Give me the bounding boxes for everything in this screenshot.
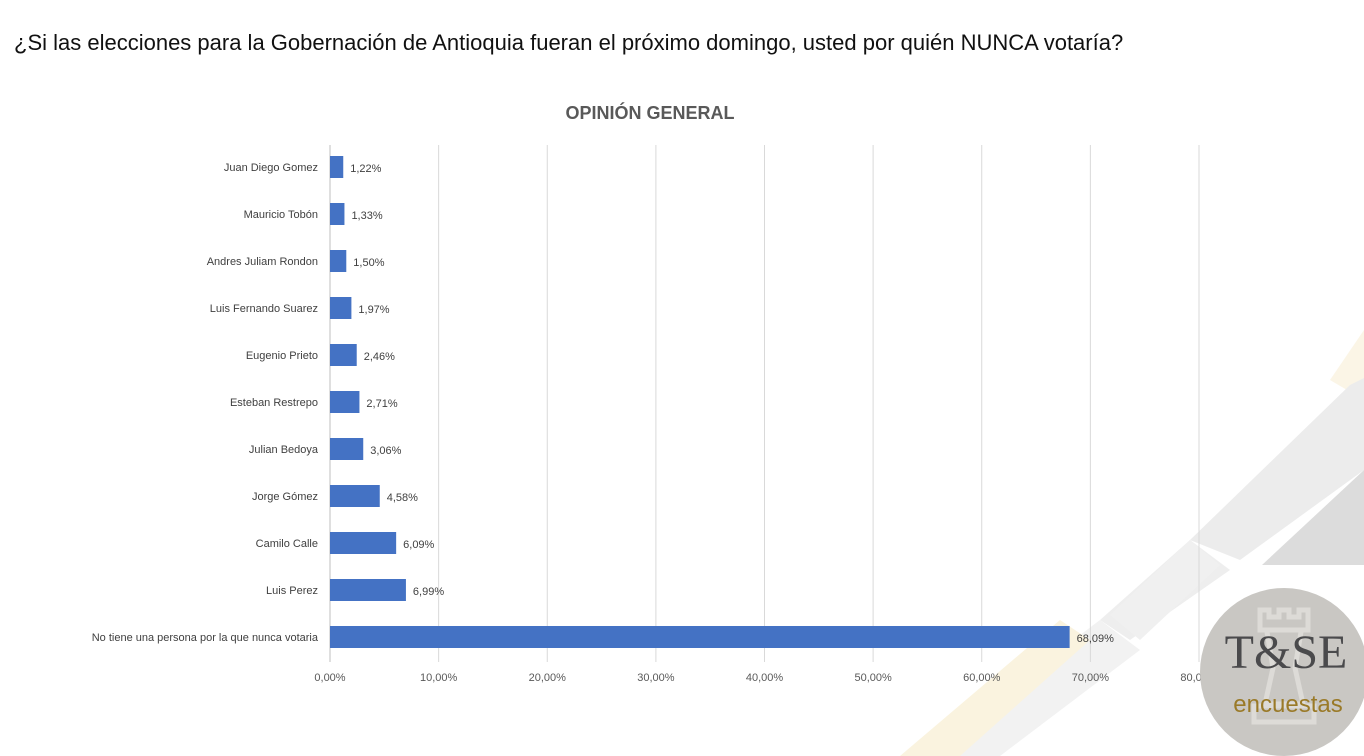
bar bbox=[330, 344, 357, 366]
data-label: 3,06% bbox=[370, 445, 401, 457]
category-label: No tiene una persona por la que nunca vo… bbox=[92, 632, 319, 644]
rook-icon bbox=[1251, 607, 1317, 725]
category-label: Esteban Restrepo bbox=[230, 397, 318, 409]
data-label: 2,46% bbox=[364, 351, 395, 363]
x-tick-label: 0,00% bbox=[314, 672, 345, 684]
category-label: Juan Diego Gomez bbox=[224, 162, 318, 174]
data-label: 4,58% bbox=[387, 492, 418, 504]
x-tick-label: 70,00% bbox=[1072, 672, 1110, 684]
data-label: 68,09% bbox=[1077, 633, 1115, 645]
chart-title: OPINIÓN GENERAL bbox=[565, 102, 734, 123]
bar bbox=[330, 532, 397, 554]
logo: T&SE encuestas bbox=[1200, 588, 1364, 756]
logo-sub-text: encuestas bbox=[1233, 691, 1342, 718]
category-label: Jorge Gómez bbox=[252, 491, 318, 503]
x-tick-label: 50,00% bbox=[854, 672, 892, 684]
bar bbox=[330, 485, 380, 507]
data-label: 1,33% bbox=[351, 210, 382, 222]
logo-main-text: T&SE bbox=[1225, 626, 1348, 679]
category-label: Luis Fernando Suarez bbox=[210, 303, 318, 315]
data-label: 1,50% bbox=[353, 257, 384, 269]
bar bbox=[330, 297, 352, 319]
x-tick-label: 10,00% bbox=[420, 672, 458, 684]
category-label: Camilo Calle bbox=[256, 538, 318, 550]
bar bbox=[330, 579, 406, 601]
category-label: Andres Juliam Rondon bbox=[207, 256, 318, 268]
x-tick-label: 20,00% bbox=[529, 672, 567, 684]
bar bbox=[330, 626, 1070, 648]
category-label: Luis Perez bbox=[266, 585, 318, 597]
bar bbox=[330, 156, 344, 178]
category-label: Mauricio Tobón bbox=[244, 209, 318, 221]
category-label: Eugenio Prieto bbox=[246, 350, 318, 362]
bar bbox=[330, 391, 360, 413]
data-label: 1,22% bbox=[350, 163, 381, 175]
x-tick-label: 60,00% bbox=[963, 672, 1001, 684]
x-tick-label: 40,00% bbox=[746, 672, 784, 684]
data-label: 2,71% bbox=[366, 398, 397, 410]
data-label: 6,09% bbox=[403, 539, 434, 551]
bar bbox=[330, 203, 345, 225]
category-label: Julian Bedoya bbox=[249, 444, 319, 456]
data-label: 1,97% bbox=[358, 304, 389, 316]
x-tick-label: 30,00% bbox=[637, 672, 675, 684]
data-label: 6,99% bbox=[413, 586, 444, 598]
bar bbox=[330, 250, 347, 272]
question-heading: ¿Si las elecciones para la Gobernación d… bbox=[14, 30, 1124, 55]
bar bbox=[330, 438, 364, 460]
background-decoration bbox=[900, 330, 1364, 756]
